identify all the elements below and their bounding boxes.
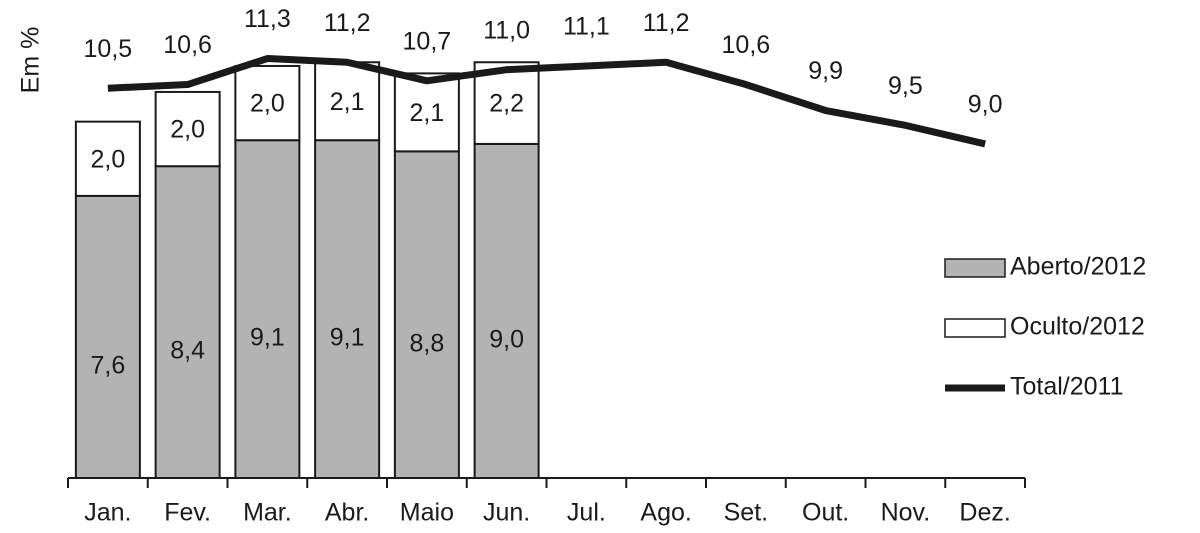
value-label: 10,6	[722, 31, 771, 59]
value-label: 10,7	[403, 27, 452, 55]
value-label: 11,2	[324, 9, 371, 37]
legend-label: Aberto/2012	[1010, 253, 1146, 281]
bar	[473, 142, 540, 479]
bar	[154, 90, 221, 168]
legend-swatch	[944, 258, 1006, 278]
x-tick-label: Ago.	[640, 499, 691, 527]
value-label: 11,2	[643, 9, 690, 37]
x-tick-label: Abr.	[325, 499, 369, 527]
value-label: 2,1	[330, 88, 365, 116]
value-label: 10,6	[163, 31, 212, 59]
value-label: 2,0	[90, 145, 125, 173]
value-label: 2,2	[489, 90, 524, 118]
value-label: 11,1	[563, 13, 610, 41]
line	[107, 55, 986, 148]
y-axis-label: Em %	[17, 27, 45, 94]
x-tick-label: Jun.	[483, 499, 530, 527]
value-label: 9,9	[808, 57, 843, 85]
bar	[314, 139, 381, 479]
value-label: 2,1	[409, 99, 444, 127]
bar	[234, 139, 301, 479]
x-tick-label: Maio	[400, 499, 454, 527]
bar	[74, 120, 141, 197]
value-label: 8,8	[409, 329, 444, 357]
legend-label: Total/2011	[1010, 373, 1124, 401]
value-label: 2,0	[170, 116, 205, 144]
bar	[393, 72, 460, 153]
legend-swatch	[944, 318, 1006, 338]
value-label: 11,3	[244, 5, 291, 33]
value-label: 7,6	[90, 352, 125, 380]
value-label: 10,5	[84, 35, 133, 63]
bar	[154, 165, 221, 480]
value-label: 9,1	[330, 324, 365, 352]
value-label: 2,0	[250, 90, 285, 118]
value-label: 9,1	[250, 324, 285, 352]
value-label: 9,5	[888, 72, 923, 100]
bar	[314, 61, 381, 142]
x-tick-label: Dez.	[959, 499, 1010, 527]
value-label: 9,0	[968, 91, 1003, 119]
x-tick-label: Set.	[724, 499, 768, 527]
bar	[234, 64, 301, 142]
bar	[393, 150, 460, 479]
legend-label: Oculto/2012	[1010, 313, 1145, 341]
x-tick-label: Out.	[802, 499, 849, 527]
x-tick-label: Jul.	[567, 499, 606, 527]
value-label: 11,0	[483, 16, 530, 44]
value-label: 9,0	[489, 326, 524, 354]
value-label: 8,4	[170, 337, 205, 365]
x-tick-label: Nov.	[881, 499, 931, 527]
x-tick-label: Mar.	[243, 499, 292, 527]
x-tick-label: Jan.	[84, 499, 131, 527]
x-tick-label: Fev.	[164, 499, 211, 527]
bar	[74, 194, 141, 479]
